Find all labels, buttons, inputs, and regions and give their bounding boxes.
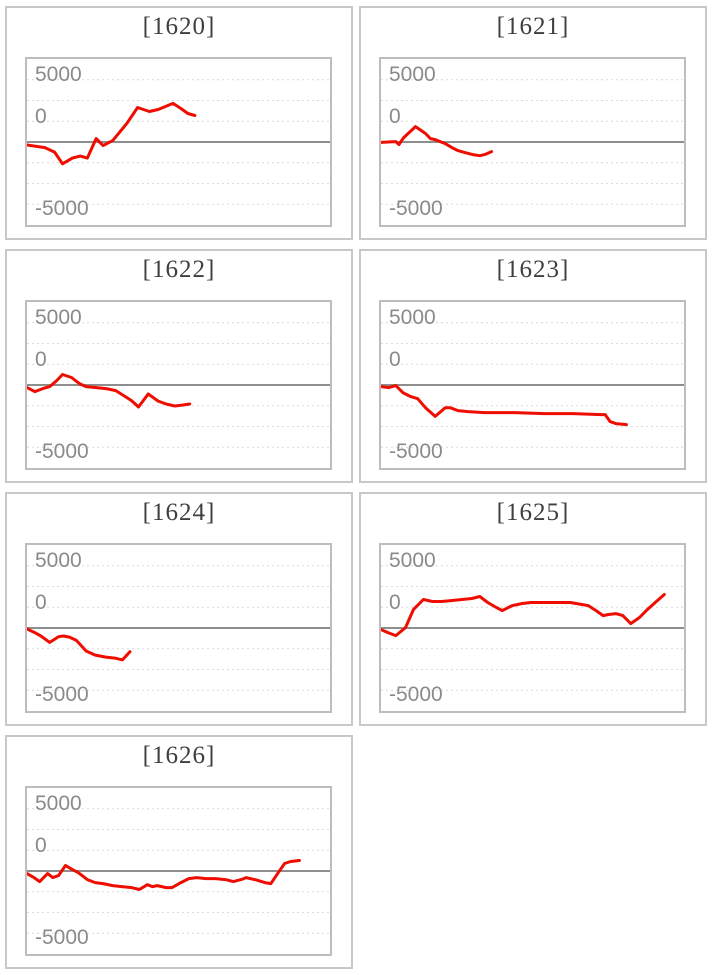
y-axis-label-minus-5000: -5000 bbox=[389, 683, 443, 706]
y-axis-label-minus-5000: -5000 bbox=[389, 440, 443, 463]
y-axis-label-minus-5000: -5000 bbox=[35, 197, 89, 220]
chart-plot-area: 5000 0 -5000 bbox=[25, 57, 332, 227]
chart-panel-1624[interactable]: [1624] 5000 0 -5000 bbox=[5, 492, 353, 726]
y-axis-label-minus-5000: -5000 bbox=[35, 926, 89, 949]
y-axis-label-5000: 5000 bbox=[35, 306, 82, 329]
chart-title: [1623] bbox=[496, 256, 570, 283]
chart-title: [1624] bbox=[142, 499, 216, 526]
chart-title: [1622] bbox=[142, 256, 216, 283]
line-chart-svg bbox=[27, 808, 330, 934]
chart-panel-1620[interactable]: [1620] 5000 0 -5000 bbox=[5, 6, 353, 240]
chart-plot-area: 5000 0 -5000 bbox=[379, 57, 686, 227]
y-axis-label-5000: 5000 bbox=[35, 549, 82, 572]
chart-plot-area: 5000 0 -5000 bbox=[379, 543, 686, 713]
line-chart-svg bbox=[381, 79, 684, 205]
line-chart-svg bbox=[381, 322, 684, 448]
chart-plot-area: 5000 0 -5000 bbox=[379, 300, 686, 470]
y-axis-label-zero: 0 bbox=[389, 105, 401, 128]
line-chart-svg bbox=[27, 322, 330, 448]
y-axis-label-5000: 5000 bbox=[389, 63, 436, 86]
y-axis-label-5000: 5000 bbox=[389, 306, 436, 329]
y-axis-label-5000: 5000 bbox=[35, 792, 82, 815]
y-axis-label-5000: 5000 bbox=[35, 63, 82, 86]
chart-plot-area: 5000 0 -5000 bbox=[25, 786, 332, 956]
y-axis-label-zero: 0 bbox=[389, 348, 401, 371]
chart-plot-area: 5000 0 -5000 bbox=[25, 300, 332, 470]
chart-panel-1621[interactable]: [1621] 5000 0 -5000 bbox=[359, 6, 707, 240]
line-chart-svg bbox=[27, 565, 330, 691]
y-axis-label-zero: 0 bbox=[35, 591, 47, 614]
chart-plot-area: 5000 0 -5000 bbox=[25, 543, 332, 713]
y-axis-label-5000: 5000 bbox=[389, 549, 436, 572]
chart-title: [1626] bbox=[142, 742, 216, 769]
chart-title: [1621] bbox=[496, 13, 570, 40]
line-chart-svg bbox=[381, 565, 684, 691]
line-chart-svg bbox=[27, 79, 330, 205]
chart-panel-1622[interactable]: [1622] 5000 0 -5000 bbox=[5, 249, 353, 483]
chart-panel-1626[interactable]: [1626] 5000 0 -5000 bbox=[5, 735, 353, 969]
chart-title: [1620] bbox=[142, 13, 216, 40]
y-axis-label-minus-5000: -5000 bbox=[35, 683, 89, 706]
y-axis-label-zero: 0 bbox=[35, 348, 47, 371]
y-axis-label-zero: 0 bbox=[389, 591, 401, 614]
chart-panel-1623[interactable]: [1623] 5000 0 -5000 bbox=[359, 249, 707, 483]
y-axis-label-minus-5000: -5000 bbox=[389, 197, 443, 220]
y-axis-label-zero: 0 bbox=[35, 105, 47, 128]
chart-title: [1625] bbox=[496, 499, 570, 526]
y-axis-label-zero: 0 bbox=[35, 834, 47, 857]
chart-panel-1625[interactable]: [1625] 5000 0 -5000 bbox=[359, 492, 707, 726]
y-axis-label-minus-5000: -5000 bbox=[35, 440, 89, 463]
